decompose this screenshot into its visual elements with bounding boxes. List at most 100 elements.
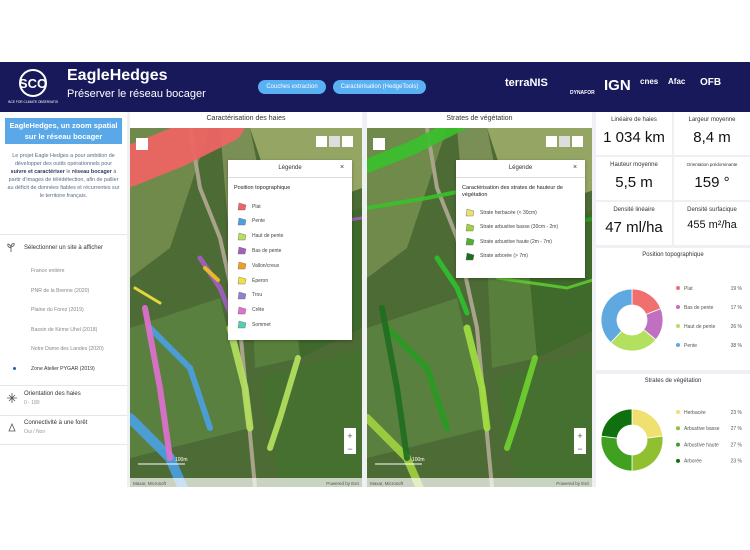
zoom-out: − bbox=[577, 444, 582, 454]
logo: SCO SPACE FOR CLIMATE OBSERVATORY bbox=[8, 69, 58, 104]
zoom-control bbox=[344, 428, 356, 454]
site-option[interactable]: Plaine du Forez (2019) bbox=[31, 307, 84, 313]
site-option[interactable]: Zone Atelier PYGAR (2019) bbox=[31, 365, 95, 372]
donut-chart: Plat 19 % Bas de pente 17 % Haut de pente 26 … bbox=[600, 286, 743, 352]
swatch bbox=[237, 276, 247, 285]
legend-dot bbox=[676, 410, 680, 414]
legend-label: Bas de pente bbox=[252, 247, 282, 254]
map-tool bbox=[546, 136, 557, 147]
hedge bbox=[147, 325, 213, 431]
field bbox=[260, 348, 362, 487]
value-label: 23 % bbox=[731, 459, 743, 465]
stat-label: Orientation prédominante bbox=[686, 162, 738, 167]
value-label: 27 % bbox=[731, 442, 743, 448]
donut-segment bbox=[600, 435, 633, 472]
hedge bbox=[142, 305, 173, 461]
stat-card: Densité linéaire 47 ml/ha bbox=[596, 202, 672, 245]
field bbox=[497, 350, 592, 487]
divider bbox=[0, 415, 127, 416]
legend-dot bbox=[676, 442, 680, 447]
chart-card: Position topographique Plat 19 % Bas de pen… bbox=[596, 248, 750, 370]
donut-chart: Herbacée 23 % Arbustive basse 27 % Arbustive… bbox=[600, 408, 743, 472]
swatch bbox=[465, 252, 475, 260]
nav-button[interactable]: Couches extraction bbox=[258, 80, 326, 94]
filter-title[interactable]: Connectivité à une forêt bbox=[24, 420, 88, 426]
swatch bbox=[237, 217, 247, 225]
map-tool bbox=[329, 136, 340, 147]
filter-title[interactable]: Orientation des haies bbox=[24, 391, 81, 397]
scale-label: 100m bbox=[412, 457, 425, 463]
site-option[interactable]: Notre Dame des Landes (2020) bbox=[31, 346, 104, 352]
legend-dot bbox=[676, 286, 680, 290]
attribution-bar bbox=[367, 478, 592, 487]
legend-dot bbox=[676, 305, 680, 309]
value-label: 23 % bbox=[731, 410, 743, 416]
legend-label: Bas de pente bbox=[684, 305, 714, 311]
divider bbox=[0, 234, 127, 235]
header: SCO SPACE FOR CLIMATE OBSERVATORY EagleHed… bbox=[0, 62, 750, 112]
value-label: 38 % bbox=[731, 343, 743, 349]
hedge bbox=[384, 325, 450, 431]
legend-swatch bbox=[237, 232, 247, 240]
intro-segment: suivre et caractériser bbox=[10, 169, 65, 175]
site-option[interactable]: Bassin de Kème Uhel (2018) bbox=[31, 326, 98, 333]
stat-value: 1 034 km bbox=[603, 129, 665, 146]
stat-label: Densité surfacique bbox=[687, 207, 737, 213]
legend-label: Pente bbox=[684, 343, 697, 349]
partner-logo: terraNIS bbox=[505, 77, 548, 89]
legend-label: Sommet bbox=[252, 321, 271, 328]
swatch bbox=[465, 223, 475, 231]
site-option[interactable]: France entière bbox=[31, 268, 65, 274]
chart-card: Strates de végétation Herbacée 23 % Arbusti… bbox=[596, 374, 750, 487]
attribution-bar bbox=[130, 478, 362, 487]
legend-dot bbox=[676, 343, 680, 347]
intro-text: Le projet Eagle Hedges a pour ambition d… bbox=[7, 152, 120, 200]
legend-label: Pente bbox=[252, 218, 266, 225]
scale-label: 100m bbox=[175, 457, 188, 463]
legend-label: Haut de pente bbox=[684, 324, 716, 330]
legend-swatch bbox=[237, 202, 247, 211]
legend-label: Plat bbox=[252, 203, 261, 210]
app-subtitle: Préserver le réseau bocager bbox=[67, 88, 206, 100]
legend-close: × bbox=[573, 164, 578, 171]
map-tool bbox=[572, 136, 583, 147]
logo-sub: SPACE FOR CLIMATE OBSERVATORY bbox=[8, 100, 58, 104]
hedge bbox=[267, 355, 301, 451]
divider bbox=[228, 177, 352, 178]
hedge bbox=[130, 128, 245, 188]
zoom-in: + bbox=[577, 431, 582, 441]
legend-label: Crête bbox=[252, 307, 265, 314]
legend-swatch bbox=[237, 306, 247, 314]
hedge bbox=[463, 324, 491, 432]
legend-swatch bbox=[237, 247, 247, 255]
filter-glyph bbox=[8, 422, 16, 432]
site-option[interactable]: PNR de la Brenne (2020) bbox=[31, 287, 90, 294]
nav-button[interactable]: Caractérisation (HedgeTools) bbox=[333, 80, 426, 94]
stat-card: Densité surfacique 455 m²/ha bbox=[674, 202, 750, 245]
map-control bbox=[136, 138, 148, 150]
filter-icon bbox=[8, 422, 16, 432]
stat-card: Hauteur moyenne 5,5 m bbox=[596, 157, 672, 200]
legend-label: Éperon bbox=[252, 277, 269, 284]
partner-logo: Afac bbox=[668, 77, 686, 86]
map-tool bbox=[559, 136, 570, 147]
logo-text: SCO bbox=[19, 76, 47, 91]
legend-swatch bbox=[237, 276, 247, 285]
legend-label: Strate arbustive haute (2m - 7m) bbox=[480, 238, 552, 245]
zoom-in: + bbox=[347, 431, 352, 441]
attribution: Maxar, Microsoft bbox=[370, 481, 404, 486]
intro-segment: à partir d'images de télédétection, afin… bbox=[7, 169, 120, 199]
hedge bbox=[367, 128, 467, 174]
powered-by: Powered by Esri bbox=[326, 481, 359, 486]
legend-heading: Position topographique bbox=[234, 185, 291, 191]
donut-segment bbox=[631, 408, 664, 439]
legend-title: Légende bbox=[508, 165, 533, 171]
swatch bbox=[237, 306, 247, 314]
stat-label: Densité linéaire bbox=[613, 207, 655, 213]
donut-segment bbox=[600, 288, 633, 344]
stat-label: Largeur moyenne bbox=[688, 117, 736, 123]
partner-logo: OFB bbox=[700, 77, 722, 88]
map-tool bbox=[316, 136, 327, 147]
zoom-control bbox=[574, 428, 586, 454]
